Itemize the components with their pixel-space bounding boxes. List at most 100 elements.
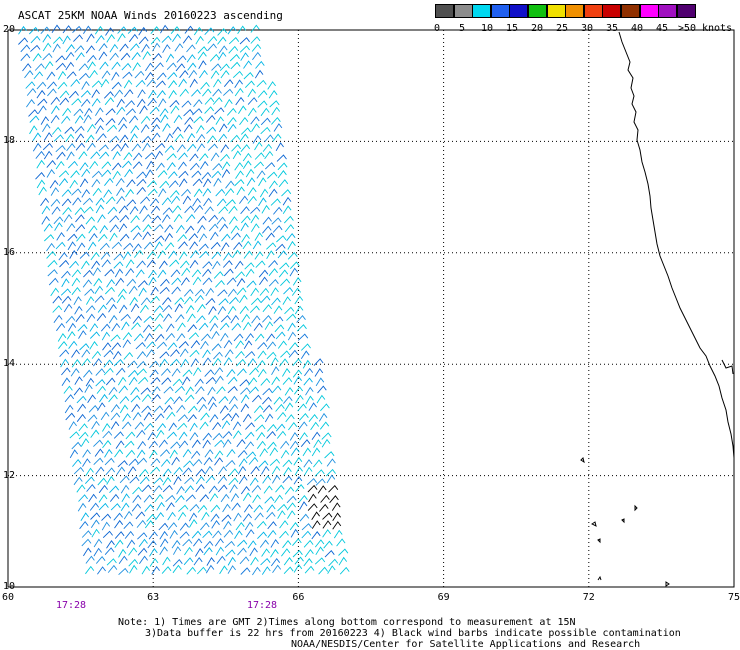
wind-barb: [46, 250, 57, 259]
wind-barb: [62, 206, 72, 215]
wind-barb: [173, 475, 182, 485]
wind-barb: [60, 288, 72, 296]
wind-barb: [131, 403, 141, 413]
wind-barb: [215, 546, 225, 556]
wind-barb: [279, 530, 289, 539]
wind-barb: [203, 178, 212, 188]
wind-barb: [227, 123, 237, 133]
wind-barb: [254, 232, 263, 241]
wind-barb: [89, 160, 99, 170]
wind-barb: [226, 277, 237, 285]
wind-barb: [143, 494, 154, 503]
wind-barb: [88, 233, 98, 242]
wind-barb: [170, 195, 181, 204]
wind-barb: [200, 333, 211, 342]
wind-barb: [226, 368, 236, 378]
wind-barb: [86, 33, 95, 43]
wind-barb: [142, 50, 151, 60]
wind-barb: [324, 451, 335, 459]
wind-barb: [182, 448, 192, 458]
wind-barb: [156, 501, 165, 511]
wind-barb: [277, 170, 287, 179]
wind-barb: [162, 304, 173, 313]
wind-barb: [250, 214, 260, 224]
wind-barb: [126, 539, 136, 549]
wind-barb: [204, 106, 215, 114]
wind-barb: [125, 431, 136, 440]
wind-barb: [91, 80, 102, 88]
wind-barb: [166, 62, 177, 71]
wind-barb: [50, 187, 60, 196]
wind-barb: [165, 494, 176, 503]
wind-barb: [274, 324, 285, 333]
wind-barb: [128, 458, 139, 466]
wind-barb: [170, 441, 181, 449]
wind-barb: [134, 421, 145, 430]
wind-barb: [227, 556, 236, 566]
wind-barb: [164, 396, 175, 405]
wind-barb: [81, 189, 90, 198]
wind-barb: [254, 414, 265, 422]
wind-barb: [211, 63, 222, 71]
wind-barb: [56, 322, 66, 332]
wind-barb: [179, 88, 189, 97]
wind-barb: [71, 286, 81, 296]
wind-barb: [185, 494, 196, 502]
wind-barb: [95, 466, 105, 475]
wind-barb: [76, 233, 86, 242]
legend-swatch: [528, 4, 547, 18]
wind-barb: [178, 504, 189, 512]
wind-barb: [267, 81, 276, 90]
wind-barb: [279, 520, 289, 529]
wind-barb: [280, 440, 290, 449]
wind-barb: [93, 439, 104, 447]
wind-barb: [111, 61, 121, 70]
wind-barb: [299, 513, 310, 522]
wind-barb: [240, 52, 249, 61]
wind-barb: [187, 324, 197, 333]
wind-barb: [193, 99, 203, 108]
wind-barb: [153, 405, 164, 413]
wind-barb: [106, 34, 115, 43]
wind-barb: [90, 151, 101, 160]
wind-barb: [219, 565, 228, 575]
wind-barb: [50, 114, 60, 124]
wind-barb: [248, 456, 259, 465]
wind-barb: [193, 116, 204, 124]
legend-tick-label: 0: [433, 23, 441, 34]
latitude-label: 12: [3, 469, 16, 481]
wind-barb: [245, 451, 257, 459]
wind-barb: [283, 466, 292, 476]
wind-barb: [71, 441, 82, 450]
wind-barb: [97, 402, 106, 411]
wind-barb: [146, 349, 155, 358]
wind-barb: [60, 358, 69, 368]
wind-barb: [74, 305, 83, 315]
wind-barb: [209, 53, 220, 62]
wind-barb: [273, 316, 284, 324]
wind-barb: [292, 369, 303, 378]
wind-barb: [282, 459, 293, 468]
wind-barb: [224, 349, 234, 358]
wind-barb: [225, 459, 236, 468]
wind-barb: [98, 494, 108, 503]
wind-barb: [36, 159, 45, 169]
wind-barb: [183, 557, 194, 566]
wind-barb: [164, 242, 175, 251]
wind-barb: [178, 251, 188, 260]
wind-barb: [82, 458, 91, 467]
wind-barb: [121, 493, 130, 503]
wind-barb: [125, 108, 136, 116]
wind-barb: [249, 367, 259, 376]
wind-barb: [26, 87, 37, 96]
wind-barb: [267, 441, 277, 450]
wind-barb: [193, 538, 203, 547]
wind-barb: [151, 386, 161, 395]
wind-barb: [37, 98, 48, 106]
wind-barb: [118, 116, 127, 126]
wind-barb: [79, 162, 89, 171]
wind-barb: [105, 377, 116, 386]
wind-barb: [178, 241, 188, 250]
wind-barb: [117, 460, 128, 468]
wind-barb: [155, 162, 165, 171]
